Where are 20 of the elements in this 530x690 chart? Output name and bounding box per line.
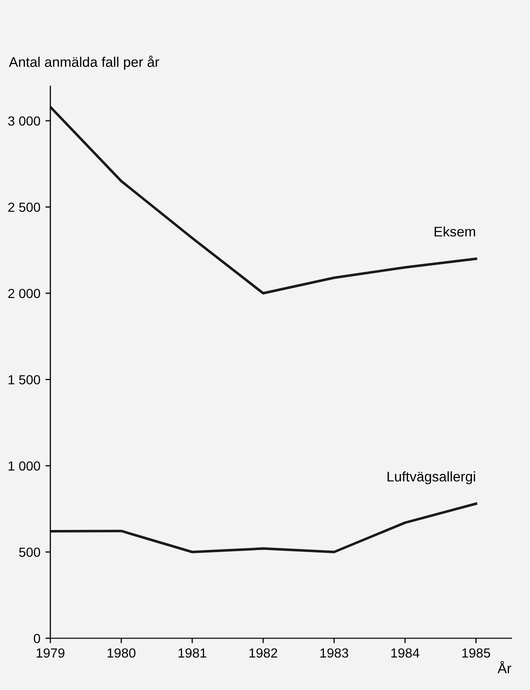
y-tick-label: 0 xyxy=(34,634,40,644)
line-series xyxy=(50,502,478,554)
y-tick-label: 1 500 xyxy=(8,375,40,384)
y-tick-label: 3 000 xyxy=(8,116,40,126)
series-label: Luftvägsallergi xyxy=(388,471,476,484)
y-tick-label: 2 000 xyxy=(8,288,40,298)
line-series xyxy=(50,106,478,294)
x-tick-label: 1981 xyxy=(178,648,206,658)
x-tick-label: 1984 xyxy=(391,648,420,658)
x-tick-label: 1982 xyxy=(249,648,278,658)
x-tick-label: 1983 xyxy=(320,648,348,658)
x-tick-label: 1985 xyxy=(462,648,490,658)
x-axis-title: År xyxy=(498,660,512,674)
y-tick-label: 500 xyxy=(19,548,40,557)
y-axis-title: Antal anmälda fall per år xyxy=(8,56,160,70)
x-tick-label: 1980 xyxy=(108,648,136,658)
y-tick-label: 2 500 xyxy=(8,202,40,212)
series-label: Eksem xyxy=(434,226,476,237)
y-tick-label: 1 000 xyxy=(8,461,40,471)
x-tick-label: 1979 xyxy=(36,648,64,658)
